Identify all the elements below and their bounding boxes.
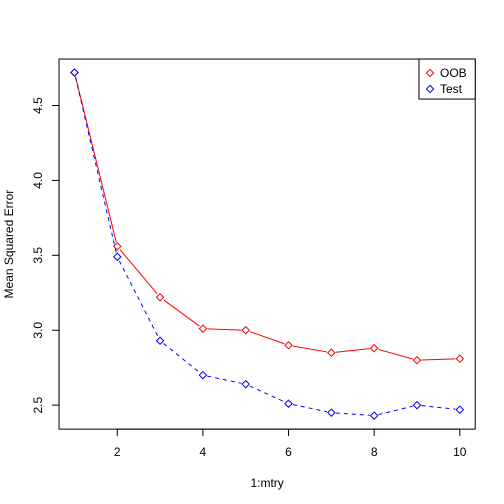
x-tick-label: 8 xyxy=(371,445,378,459)
y-tick-label: 3.5 xyxy=(31,247,45,264)
y-tick-label: 3.0 xyxy=(31,322,45,339)
x-axis-title: 1:mtry xyxy=(250,476,283,490)
series-segment xyxy=(378,405,413,416)
series-segment xyxy=(249,385,285,403)
series-segment xyxy=(292,345,327,353)
series-segment xyxy=(75,76,117,243)
data-point xyxy=(155,292,165,302)
data-point xyxy=(241,325,251,335)
series-segment xyxy=(249,331,285,345)
series-oob xyxy=(70,68,465,365)
legend-label: Test xyxy=(440,82,463,96)
y-tick-label: 2.5 xyxy=(31,396,45,413)
series-segment xyxy=(207,328,242,331)
x-axis: 2 4 6 8 10 xyxy=(114,428,467,459)
data-point xyxy=(198,370,208,380)
data-point xyxy=(155,336,165,346)
y-axis: 2.5 3.0 3.5 4.0 4.5 xyxy=(31,97,60,413)
series-segment xyxy=(335,412,370,416)
series-segment xyxy=(118,260,159,337)
series-layer xyxy=(70,68,465,420)
legend-box xyxy=(418,58,476,100)
y-axis-title: Mean Squared Error xyxy=(2,190,16,299)
data-point xyxy=(284,399,293,408)
data-point xyxy=(284,340,293,350)
data-point xyxy=(327,408,336,417)
data-point xyxy=(412,400,422,410)
data-point xyxy=(198,324,208,334)
legend-marker xyxy=(425,68,435,78)
x-tick-label: 2 xyxy=(114,445,121,459)
data-point xyxy=(327,348,336,358)
data-point xyxy=(369,411,379,420)
x-tick-label: 4 xyxy=(200,445,207,459)
series-segment xyxy=(421,405,456,410)
legend-marker xyxy=(425,84,435,94)
legend: OOB Test xyxy=(418,58,476,100)
y-tick-label: 4.5 xyxy=(31,97,45,114)
y-tick-label: 4.0 xyxy=(31,172,45,189)
series-segment xyxy=(74,76,117,253)
x-tick-label: 6 xyxy=(285,445,292,459)
series-segment xyxy=(207,375,242,384)
data-point xyxy=(455,405,465,414)
data-point xyxy=(369,343,379,353)
series-segment xyxy=(119,249,158,295)
data-point xyxy=(455,354,465,364)
series-segment xyxy=(292,404,328,413)
x-tick-label: 10 xyxy=(453,445,467,459)
legend-label: OOB xyxy=(440,66,467,80)
data-point xyxy=(241,379,251,389)
data-point xyxy=(412,355,422,365)
series-test xyxy=(70,68,465,420)
series-segment xyxy=(163,299,200,327)
series-segment xyxy=(378,348,413,360)
data-point xyxy=(112,252,122,262)
data-point xyxy=(112,242,122,251)
series-segment xyxy=(335,348,370,353)
series-segment xyxy=(421,358,456,361)
data-point xyxy=(70,68,79,77)
